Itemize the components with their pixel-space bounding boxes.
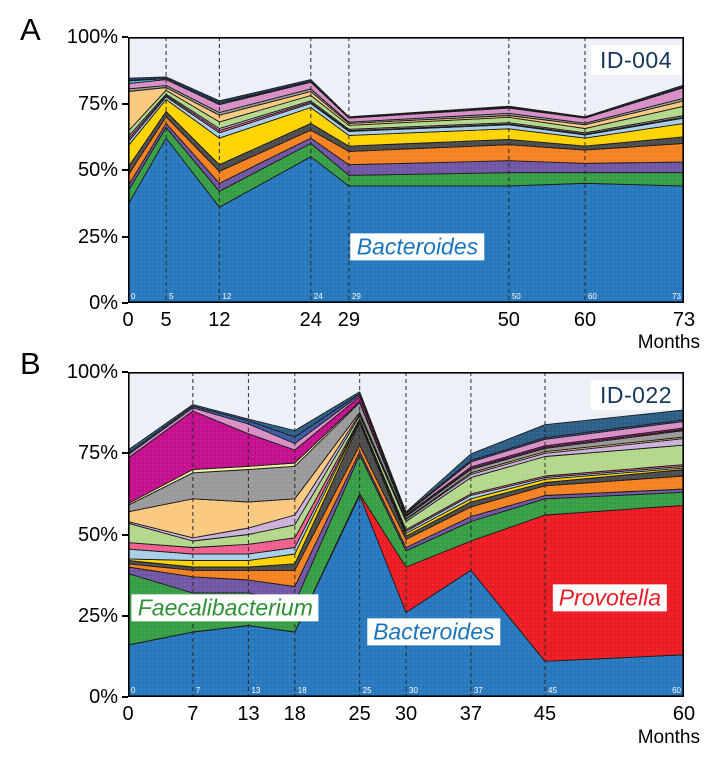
y-tick-label: 25% [77, 604, 118, 627]
inner-month-label: 37 [474, 686, 483, 695]
x-tick-label: 50 [497, 309, 520, 331]
x-tick-label: 73 [672, 309, 696, 331]
y-tick-mark [122, 36, 128, 38]
x-tick-label: 60 [672, 703, 696, 725]
x-tick-label: 45 [533, 703, 557, 725]
y-tick-label: 0% [89, 292, 118, 314]
inner-month-label: 12 [222, 292, 231, 301]
y-tick-mark [122, 371, 128, 373]
y-tick-label: 100% [66, 361, 118, 383]
inner-month-label: 30 [409, 686, 418, 695]
x-tick-label: 25 [348, 703, 371, 725]
x-tick-label: 0 [122, 703, 134, 725]
stacked-area-chart-a: 0 5 12 24 29 50 60 73 [128, 37, 684, 303]
plot-border [128, 372, 684, 697]
inner-month-label: 18 [298, 686, 307, 695]
y-tick-mark [122, 696, 128, 698]
x-tick-label: 0 [122, 309, 134, 331]
inner-month-label: 45 [548, 686, 557, 695]
x-tick-label: 18 [283, 703, 306, 725]
x-tick-label: 30 [394, 703, 418, 725]
inner-month-label: 60 [588, 292, 597, 301]
panel-letter-b: B [20, 346, 41, 381]
y-tick-mark [122, 533, 128, 536]
taxa-label-bacteroides: Bacteroides [350, 233, 485, 261]
taxa-label-provotella: Provotella [552, 584, 667, 612]
y-tick-mark [122, 302, 128, 304]
inner-month-label: 60 [672, 686, 681, 695]
stacked-area-chart-b: 0 7 13 18 25 30 37 45 60 [128, 372, 684, 697]
inner-month-label: 0 [131, 292, 136, 301]
y-tick-mark [122, 102, 128, 105]
x-tick-label: 29 [337, 309, 360, 331]
panel-letter-a: A [20, 12, 41, 47]
y-tick-label: 50% [77, 523, 118, 546]
sample-id-badge-b: ID-022 [590, 380, 681, 411]
y-tick-mark [122, 235, 128, 238]
inner-month-label: 50 [512, 292, 521, 301]
inner-month-label: 0 [131, 686, 136, 695]
x-tick-label: 24 [299, 309, 322, 331]
x-axis-title-a: Months [637, 332, 700, 353]
y-tick-label: 75% [77, 442, 118, 465]
plot-border [128, 37, 684, 303]
y-tick-mark [122, 614, 128, 617]
x-axis-title-b: Months [637, 727, 700, 748]
y-tick-label: 0% [89, 686, 118, 708]
x-tick-label: 60 [573, 309, 597, 331]
y-tick-mark [122, 452, 128, 455]
halftone-overlay [128, 37, 684, 303]
y-tick-label: 50% [77, 159, 118, 181]
y-tick-label: 100% [66, 26, 118, 48]
sample-id-badge-a: ID-004 [590, 45, 681, 76]
inner-month-label: 29 [352, 292, 361, 301]
inner-month-label: 5 [169, 292, 174, 301]
inner-month-label: 25 [363, 686, 372, 695]
inner-month-label: 7 [196, 686, 201, 695]
y-tick-mark [122, 169, 128, 171]
inner-month-label: 73 [672, 292, 681, 301]
taxa-label-faecalibacterium: Faecalibacterium [131, 593, 319, 622]
y-tick-label: 75% [77, 92, 118, 115]
x-tick-label: 13 [237, 703, 260, 725]
y-tick-label: 25% [77, 225, 118, 248]
x-tick-label: 7 [187, 703, 199, 725]
taxa-label-bacteroides: Bacteroides [367, 618, 501, 646]
x-tick-label: 37 [459, 703, 482, 725]
x-tick-label: 5 [160, 309, 172, 331]
x-tick-label: 12 [208, 309, 231, 331]
inner-month-label: 24 [314, 292, 323, 301]
inner-month-label: 13 [251, 686, 260, 695]
